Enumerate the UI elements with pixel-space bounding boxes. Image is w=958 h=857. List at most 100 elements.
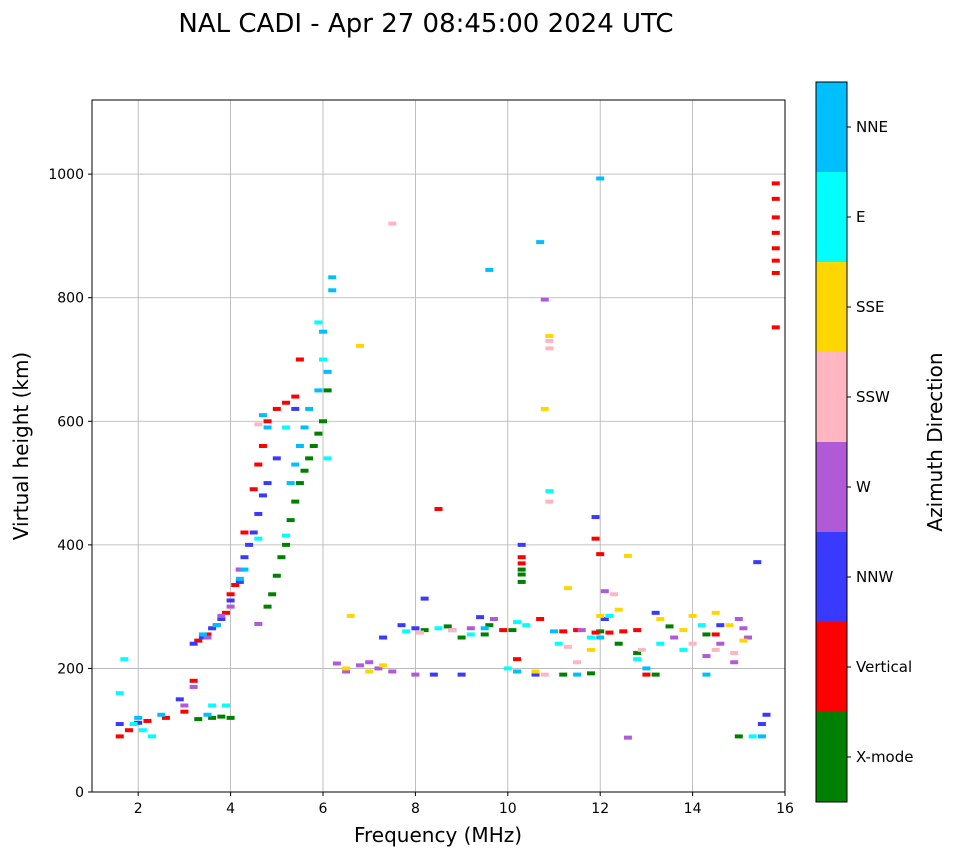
data-point [517, 555, 526, 560]
data-point [319, 419, 327, 424]
data-point [355, 663, 364, 668]
data-point [531, 669, 540, 674]
series-x-mode [194, 388, 743, 739]
data-point [730, 660, 739, 665]
y-axis-label: Virtual height (km) [9, 352, 33, 541]
data-point [457, 672, 466, 677]
data-point [545, 489, 554, 494]
data-point [254, 511, 263, 516]
data-point [138, 728, 147, 733]
data-point [480, 632, 489, 637]
data-point [258, 444, 267, 448]
data-point [513, 620, 522, 625]
x-axis-ticks: 2 4 6 8 10 12 14 16 [134, 792, 794, 817]
data-point [679, 628, 688, 633]
x-tick-label: 14 [684, 801, 702, 817]
data-point [226, 592, 235, 597]
colorbar-label: Azimuth Direction [923, 352, 947, 531]
data-point [559, 629, 568, 634]
data-point [208, 626, 217, 631]
colorbar-label-w: W [856, 478, 871, 496]
data-point [277, 555, 286, 560]
data-point [365, 660, 374, 665]
series-vertical [115, 181, 780, 739]
data-point [221, 703, 230, 708]
data-point [309, 444, 318, 448]
series-nnw [115, 406, 771, 727]
data-point [258, 413, 267, 418]
data-point [739, 626, 748, 631]
data-point [314, 388, 323, 393]
x-tick-label: 12 [591, 801, 609, 817]
data-point [189, 684, 198, 689]
data-point [258, 493, 267, 498]
data-point [157, 712, 166, 717]
data-point [586, 647, 595, 652]
data-point [591, 630, 600, 635]
data-point [226, 715, 235, 720]
data-point [656, 617, 665, 621]
data-point [489, 617, 498, 621]
x-tick-label: 16 [776, 801, 794, 817]
data-point [711, 632, 720, 637]
data-point [212, 623, 221, 628]
x-tick-label: 2 [134, 801, 143, 817]
data-point [291, 462, 300, 467]
data-point [573, 672, 582, 677]
colorbar-frame [815, 81, 848, 803]
data-point [161, 715, 170, 720]
data-point [716, 641, 725, 646]
data-point [272, 456, 281, 461]
data-point [203, 632, 212, 637]
data-point [679, 647, 688, 652]
x-tick-label: 10 [499, 801, 517, 817]
colorbar-segment [816, 622, 847, 712]
data-point [420, 628, 429, 633]
data-point [734, 734, 743, 739]
data-point [688, 613, 697, 618]
colorbar: X-mode Vertical NNW W SSW SSE E NNE [815, 81, 913, 803]
data-point [282, 533, 291, 538]
data-point [189, 641, 198, 646]
data-point [573, 628, 582, 633]
data-point [323, 369, 332, 374]
data-point [295, 357, 304, 362]
data-point [619, 629, 628, 634]
data-point [300, 425, 309, 430]
data-point [221, 610, 230, 615]
series-nne [134, 176, 766, 739]
data-point [614, 641, 623, 646]
data-point [240, 567, 249, 572]
data-point [753, 560, 762, 565]
data-point [596, 552, 605, 557]
data-point [771, 258, 780, 263]
data-point [319, 357, 327, 362]
data-point [503, 666, 512, 671]
data-point [448, 628, 457, 633]
data-point [434, 507, 443, 512]
data-point [295, 481, 304, 486]
data-point [332, 661, 341, 666]
data-point [263, 425, 272, 430]
data-point [688, 641, 697, 646]
data-point [217, 714, 226, 719]
data-point [517, 542, 526, 547]
y-tick-label: 1000 [48, 167, 84, 183]
data-point [249, 487, 258, 492]
data-point [346, 613, 355, 618]
data-point [342, 666, 351, 671]
data-point [134, 720, 143, 725]
data-point [734, 617, 743, 621]
data-point [143, 718, 152, 723]
data-point [771, 271, 780, 275]
data-point [517, 572, 526, 577]
series-ssw [254, 221, 739, 677]
data-point [771, 196, 780, 201]
data-point [642, 672, 651, 677]
data-point [208, 703, 217, 708]
series-e [115, 320, 757, 739]
data-point [739, 638, 748, 643]
data-point [263, 481, 272, 486]
data-point [485, 623, 494, 628]
chart-title: NAL CADI - Apr 27 08:45:00 2024 UTC [178, 9, 673, 39]
